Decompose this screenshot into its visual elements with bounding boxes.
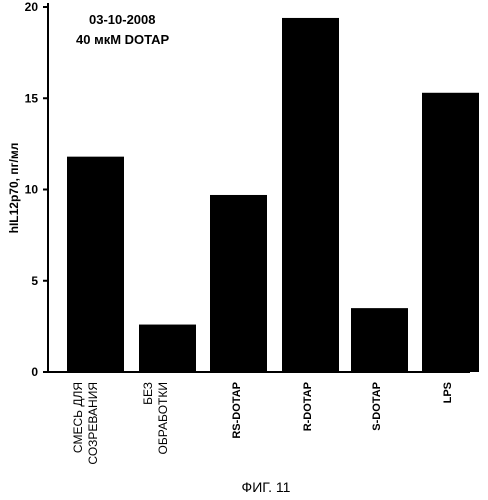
y-tick-label: 15 <box>25 91 39 105</box>
annotation-date: 03-10-2008 <box>89 12 156 27</box>
bar <box>351 308 408 372</box>
y-tick-label: 0 <box>31 365 38 379</box>
x-category-label: ОБРАБОТКИ <box>156 382 170 454</box>
x-axis-category-labels: СМЕСЬ ДЛЯСОЗРЕВАНИЯ БЕЗОБРАБОТКИ RS-DOTAP R… <box>71 382 454 465</box>
y-axis-label: hIL12p70, пг/мл <box>7 143 21 234</box>
x-category-label: R-DOTAP <box>302 382 314 431</box>
bar <box>67 157 124 372</box>
bars <box>67 18 479 372</box>
x-category-label: БЕЗ <box>141 382 155 405</box>
x-category-label: S-DOTAP <box>371 382 383 431</box>
bar <box>210 195 267 372</box>
x-category-label: RS-DOTAP <box>231 382 243 439</box>
y-axis-ticks: 0 5 10 15 20 <box>25 0 48 379</box>
annotation: 03-10-2008 40 мкМ DOTAP <box>76 12 170 47</box>
x-category-label: LPS <box>442 382 454 403</box>
x-category-label: СМЕСЬ ДЛЯ <box>71 382 85 453</box>
bar <box>422 93 479 372</box>
bar <box>282 18 339 372</box>
figure-caption: ФИГ. 11 <box>242 479 291 495</box>
x-category-label: СОЗРЕВАНИЯ <box>86 382 100 465</box>
y-tick-label: 5 <box>31 274 38 288</box>
bar <box>139 325 196 372</box>
annotation-concentration: 40 мкМ DOTAP <box>76 32 170 47</box>
y-tick-label: 20 <box>25 0 39 14</box>
y-tick-label: 10 <box>25 183 39 197</box>
